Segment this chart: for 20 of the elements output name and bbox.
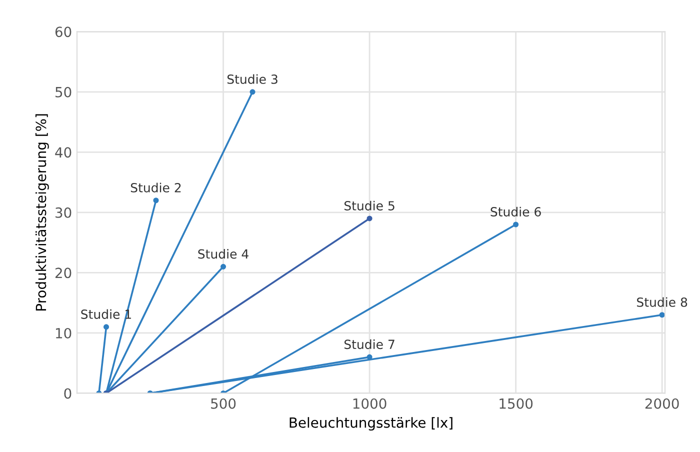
- y-axis-title: Produktivitätssteigerung [%]: [35, 114, 49, 310]
- x-tick-label: 1000: [353, 398, 386, 409]
- y-tick-label: 0: [64, 388, 72, 399]
- y-tick-label: 30: [56, 207, 72, 218]
- x-tick-label: 1500: [500, 398, 533, 409]
- y-tick-label: 50: [56, 86, 72, 98]
- series-label: Studie 7: [344, 339, 394, 350]
- series-label: Studie 8: [637, 297, 688, 307]
- x-tick-label: 500: [211, 398, 236, 409]
- x-axis-title: Beleuchtungsstärke [lx]: [290, 417, 452, 431]
- y-tick-label: 40: [55, 147, 72, 158]
- series-label: Studie 4: [198, 249, 248, 259]
- x-tick-label: 2000: [645, 398, 679, 409]
- series-label: Studie 6: [490, 206, 541, 217]
- y-tick-label: 10: [56, 328, 72, 338]
- series-label: Studie 5: [344, 200, 394, 210]
- y-tick-label: 20: [55, 268, 72, 278]
- series-label: Studie 2: [130, 182, 181, 192]
- y-tick-label: 60: [55, 26, 72, 38]
- series-label: Studie 3: [227, 74, 278, 84]
